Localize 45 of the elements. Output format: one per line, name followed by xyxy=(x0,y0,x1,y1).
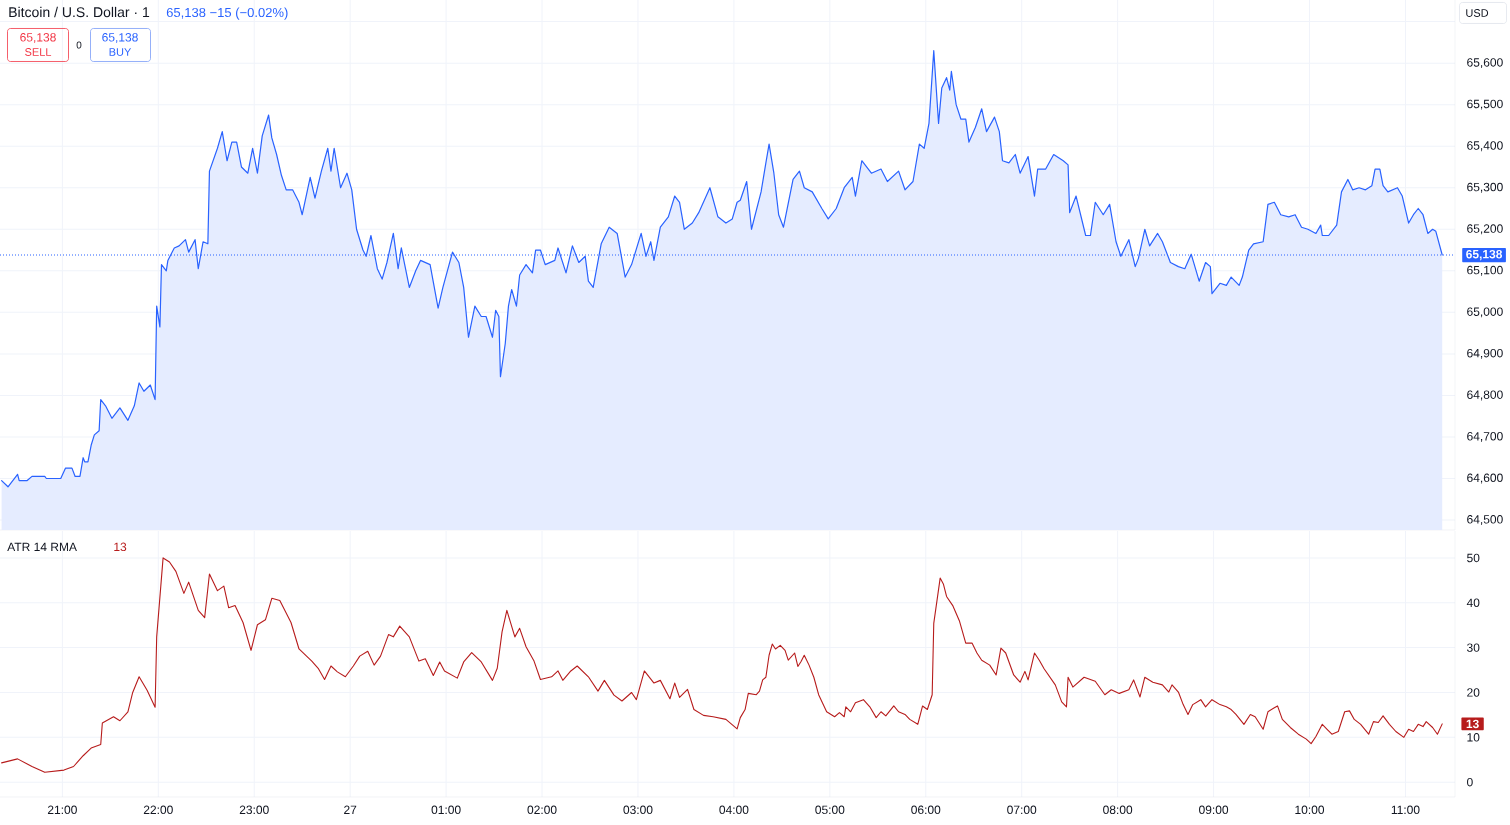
y-tick-label: 20 xyxy=(1467,688,1480,697)
text: USD xyxy=(1466,9,1489,17)
y-tick-label: 64,800 xyxy=(1467,390,1503,401)
x-tick-label: 03:00 xyxy=(623,805,653,815)
y-tick-label: 50 xyxy=(1467,553,1480,563)
y-tick-label: 65,600 xyxy=(1467,58,1503,69)
x-tick-label: 06:00 xyxy=(911,805,941,815)
x-tick-label: 08:00 xyxy=(1103,805,1133,815)
x-tick-label: 10:00 xyxy=(1295,805,1325,815)
x-tick-label: 04:00 xyxy=(719,805,749,815)
annotation: BUY xyxy=(109,48,132,56)
annotation: 65,138 xyxy=(20,33,56,43)
y-tick-label: 65,300 xyxy=(1467,182,1503,193)
y-tick-label: 65,000 xyxy=(1467,307,1503,318)
y-tick-label: 64,500 xyxy=(1467,515,1503,525)
y-tick-label: 64,900 xyxy=(1467,348,1503,359)
y-tick-label: 10 xyxy=(1467,733,1480,742)
annotation: 13 xyxy=(1466,719,1479,729)
x-tick-label: 27 xyxy=(344,805,357,814)
x-tick-label: 07:00 xyxy=(1007,805,1037,815)
y-tick-label: 30 xyxy=(1467,643,1480,652)
y-tick-label: 40 xyxy=(1466,598,1480,608)
y-tick-label: 65,400 xyxy=(1467,141,1503,152)
x-tick-label: 09:00 xyxy=(1199,805,1229,815)
y-tick-label: 64,700 xyxy=(1467,432,1503,442)
text: ATR 14 RMA xyxy=(7,542,77,551)
x-tick-label: 05:00 xyxy=(815,805,845,815)
x-tick-label: 02:00 xyxy=(527,805,557,815)
y-tick-label: 65,500 xyxy=(1467,99,1503,110)
y-tick-label: 65,200 xyxy=(1467,224,1503,235)
y-tick-label: 64,600 xyxy=(1467,473,1503,484)
x-tick-label: 21:00 xyxy=(47,805,77,815)
annotation: 0 xyxy=(76,41,82,49)
y-tick-label: 0 xyxy=(1467,777,1473,787)
x-tick-label: 11:00 xyxy=(1391,805,1420,815)
annotation: 65,138 xyxy=(102,33,138,43)
ref-line-label: 65,138 xyxy=(1466,249,1503,261)
annotation: 13 xyxy=(114,542,127,552)
x-tick-label: 22:00 xyxy=(143,805,173,815)
x-tick-label: 23:00 xyxy=(239,805,269,815)
x-tick-label: 01:00 xyxy=(431,805,461,815)
annotation: SELL xyxy=(25,48,52,56)
chart-title: Bitcoin / U.S. Dollar · 1 xyxy=(9,6,150,18)
y-tick-label: 65,100 xyxy=(1467,265,1503,276)
text: 65,138 −15 (−0.02%) xyxy=(166,7,288,20)
